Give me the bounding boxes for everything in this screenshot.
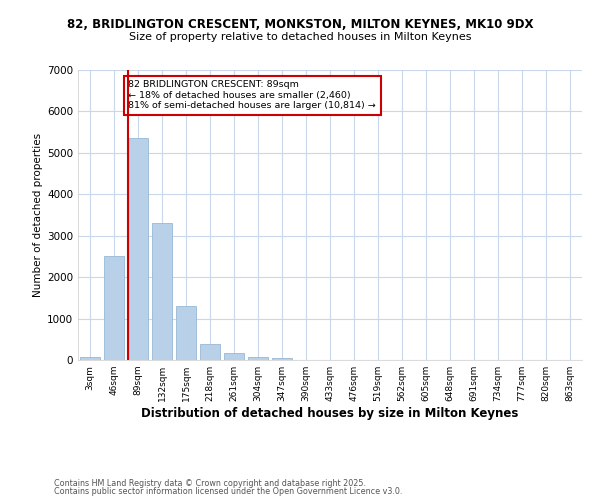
- Bar: [272, 358, 292, 360]
- Bar: [104, 256, 124, 360]
- Text: Size of property relative to detached houses in Milton Keynes: Size of property relative to detached ho…: [129, 32, 471, 42]
- Bar: [152, 224, 172, 360]
- Bar: [200, 344, 220, 360]
- Text: Contains public sector information licensed under the Open Government Licence v3: Contains public sector information licen…: [54, 487, 403, 496]
- Y-axis label: Number of detached properties: Number of detached properties: [33, 133, 43, 297]
- X-axis label: Distribution of detached houses by size in Milton Keynes: Distribution of detached houses by size …: [142, 407, 518, 420]
- Bar: [80, 357, 100, 360]
- Bar: [128, 138, 148, 360]
- Bar: [176, 306, 196, 360]
- Text: 82, BRIDLINGTON CRESCENT, MONKSTON, MILTON KEYNES, MK10 9DX: 82, BRIDLINGTON CRESCENT, MONKSTON, MILT…: [67, 18, 533, 30]
- Text: Contains HM Land Registry data © Crown copyright and database right 2025.: Contains HM Land Registry data © Crown c…: [54, 478, 366, 488]
- Bar: [248, 357, 268, 360]
- Text: 82 BRIDLINGTON CRESCENT: 89sqm
← 18% of detached houses are smaller (2,460)
81% : 82 BRIDLINGTON CRESCENT: 89sqm ← 18% of …: [128, 80, 376, 110]
- Bar: [224, 353, 244, 360]
